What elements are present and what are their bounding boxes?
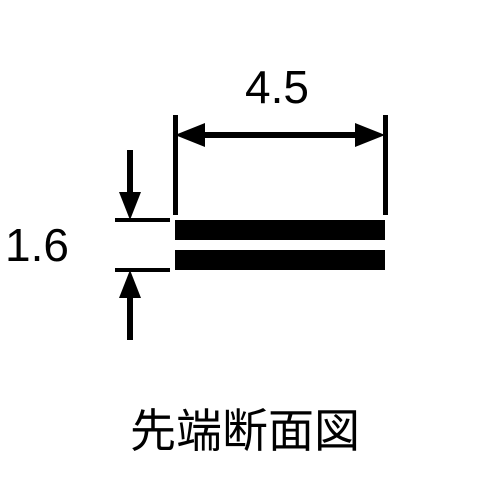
height-ext-line-bottom <box>115 268 170 272</box>
width-ext-line-left <box>173 115 178 215</box>
height-arrowhead-bottom <box>119 270 141 298</box>
height-dim-label: 1.6 <box>5 218 69 272</box>
diagram-stage: 4.5 1.6 先端断面図 <box>0 0 500 500</box>
width-arrowhead-right <box>355 123 385 147</box>
height-ext-line-top <box>115 218 170 222</box>
width-ext-line-right <box>383 115 388 215</box>
width-dim-label: 4.5 <box>245 60 309 114</box>
section-bar-top <box>175 220 385 240</box>
height-arrowhead-top <box>119 192 141 220</box>
width-dim-line <box>187 132 373 138</box>
figure-caption: 先端断面図 <box>130 395 360 461</box>
width-arrowhead-left <box>175 123 205 147</box>
section-bar-bottom <box>175 250 385 270</box>
